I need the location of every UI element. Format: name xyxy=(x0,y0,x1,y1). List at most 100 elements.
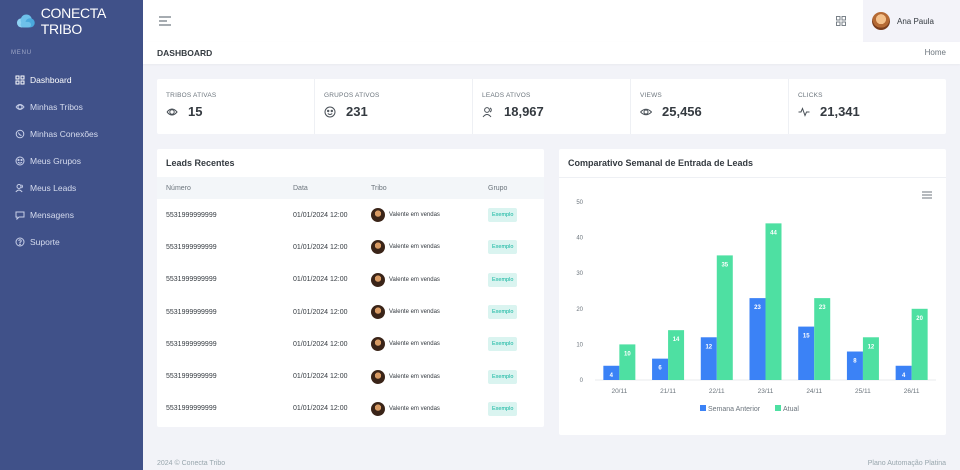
chart-menu-icon[interactable] xyxy=(922,191,932,199)
brand-name: CONECTA TRIBO xyxy=(40,5,106,37)
group-badge[interactable]: Exemplo xyxy=(488,401,518,416)
lead-number: 5531999999999 xyxy=(166,373,217,381)
stat-value: 18,967 xyxy=(504,104,544,119)
group-badge[interactable]: Exemplo xyxy=(488,305,518,320)
table-row[interactable]: 5531999999999 01/01/2024 12:00 Valente em … xyxy=(157,264,544,296)
lead-tribe: Valente em vendas xyxy=(362,199,479,231)
y-tick-label: 20 xyxy=(576,307,583,313)
sidebar: CONECTA TRIBO MENU Dashboard Minhas Trib… xyxy=(0,0,143,470)
bar xyxy=(765,223,782,380)
weekly-leads-chart: 0102030405041020/1161421/11123522/112344… xyxy=(576,200,936,413)
x-tick-label: 22/11 xyxy=(709,388,725,395)
sidebar-item-dashboard[interactable]: Dashboard xyxy=(0,66,143,93)
lead-date: 01/01/2024 12:00 xyxy=(293,243,348,251)
stat-value: 25,456 xyxy=(662,104,702,119)
column-header-data: Data xyxy=(284,177,362,199)
stat-grupos-ativos: GRUPOS ATIVOS 231 xyxy=(315,79,473,134)
bar-value-label: 4 xyxy=(902,373,906,379)
lead-group: Exemplo xyxy=(479,199,544,231)
stat-label: CLICKS xyxy=(798,92,823,99)
group-badge[interactable]: Exemplo xyxy=(488,272,518,287)
lead-number: 5531999999999 xyxy=(166,308,217,316)
footer-plan: Plano Automação Platina xyxy=(867,460,946,467)
group-badge[interactable]: Exemplo xyxy=(488,337,518,352)
lead-tribe: Valente em vendas xyxy=(362,264,479,296)
sidebar-item-minhas-conexoes[interactable]: Minhas Conexões xyxy=(0,120,143,147)
bar xyxy=(700,337,717,380)
bar xyxy=(603,365,620,380)
hamburger-menu-icon[interactable] xyxy=(159,16,171,26)
apps-grid-icon[interactable] xyxy=(836,16,846,26)
user-name: Ana Paula xyxy=(897,16,934,26)
stats-card: TRIBOS ATIVAS 15 GRUPOS ATIVOS 231 LEADS… xyxy=(157,79,946,134)
table-row[interactable]: 5531999999999 01/01/2024 12:00 Valente em … xyxy=(157,360,544,392)
sidebar-item-suporte[interactable]: Suporte xyxy=(0,228,143,255)
lead-date: 01/01/2024 12:00 xyxy=(293,308,348,316)
lead-tribe: Valente em vendas xyxy=(362,328,479,360)
tribe-name: Valente em vendas xyxy=(389,373,440,380)
tribe-avatar xyxy=(371,305,385,320)
stat-label: TRIBOS ATIVAS xyxy=(166,92,217,99)
breadcrumb[interactable]: Home xyxy=(924,48,946,57)
page-title-bar: DASHBOARD Home xyxy=(143,42,960,64)
lead-group: Exemplo xyxy=(479,231,544,263)
bar xyxy=(798,326,815,380)
groups-icon xyxy=(324,106,336,118)
users-icon xyxy=(482,106,494,118)
tribe-name: Valente em vendas xyxy=(389,405,440,412)
bar xyxy=(668,330,685,380)
eye-icon xyxy=(640,106,652,118)
sidebar-item-meus-leads[interactable]: Meus Leads xyxy=(0,174,143,201)
bar-value-label: 4 xyxy=(610,373,614,379)
stat-value: 21,341 xyxy=(820,104,860,119)
group-badge[interactable]: Exemplo xyxy=(488,369,518,384)
sidebar-item-meus-grupos[interactable]: Meus Grupos xyxy=(0,147,143,174)
lead-tribe: Valente em vendas xyxy=(362,393,479,425)
page-title: DASHBOARD xyxy=(157,48,213,58)
bar-value-label: 15 xyxy=(803,334,810,340)
brand[interactable]: CONECTA TRIBO xyxy=(0,0,143,42)
table-row[interactable]: 5531999999999 01/01/2024 12:00 Valente em … xyxy=(157,231,544,263)
stat-tribos-ativas: TRIBOS ATIVAS 15 xyxy=(157,79,315,134)
stat-label: GRUPOS ATIVOS xyxy=(324,92,380,99)
sidebar-item-label: Dashboard xyxy=(30,74,72,85)
bar-value-label: 23 xyxy=(754,305,761,311)
table-row[interactable]: 5531999999999 01/01/2024 12:00 Valente em … xyxy=(157,199,544,231)
sidebar-item-minhas-tribos[interactable]: Minhas Tribos xyxy=(0,93,143,120)
menu-title: MENU xyxy=(11,50,32,56)
x-tick-label: 25/11 xyxy=(855,388,871,395)
table-row[interactable]: 5531999999999 01/01/2024 12:00 Valente em … xyxy=(157,393,544,425)
users-icon xyxy=(15,183,25,193)
whatsapp-icon xyxy=(15,129,25,139)
bar xyxy=(749,298,766,380)
tribe-avatar xyxy=(371,240,385,255)
table-header-row: Número Data Tribo Grupo xyxy=(157,177,544,199)
group-badge[interactable]: Exemplo xyxy=(488,208,518,223)
table-row[interactable]: 5531999999999 01/01/2024 12:00 Valente em … xyxy=(157,296,544,328)
x-tick-label: 20/11 xyxy=(611,388,627,395)
sidebar-item-label: Mensagens xyxy=(30,209,74,220)
bar-value-label: 12 xyxy=(705,344,712,350)
groups-icon xyxy=(15,156,25,166)
avatar xyxy=(872,12,890,30)
dashboard-icon xyxy=(15,75,25,85)
y-tick-label: 30 xyxy=(576,271,583,277)
bar-value-label: 23 xyxy=(819,305,826,311)
x-tick-label: 24/11 xyxy=(806,388,822,395)
bar xyxy=(619,344,636,380)
lead-group: Exemplo xyxy=(479,328,544,360)
table-row[interactable]: 5531999999999 01/01/2024 12:00 Valente em … xyxy=(157,328,544,360)
sidebar-item-mensagens[interactable]: Mensagens xyxy=(0,201,143,228)
lead-group: Exemplo xyxy=(479,393,544,425)
sidebar-item-label: Suporte xyxy=(30,236,60,247)
tribe-avatar xyxy=(371,401,385,416)
tribes-icon xyxy=(15,102,25,112)
group-badge[interactable]: Exemplo xyxy=(488,240,518,255)
activity-icon xyxy=(798,106,810,118)
user-menu[interactable]: Ana Paula xyxy=(863,0,960,42)
column-header-numero: Número xyxy=(157,177,284,199)
tribe-name: Valente em vendas xyxy=(389,309,440,316)
stat-leads-ativos: LEADS ATIVOS 18,967 xyxy=(473,79,631,134)
lead-date: 01/01/2024 12:00 xyxy=(293,276,348,284)
column-header-grupo: Grupo xyxy=(479,177,544,199)
